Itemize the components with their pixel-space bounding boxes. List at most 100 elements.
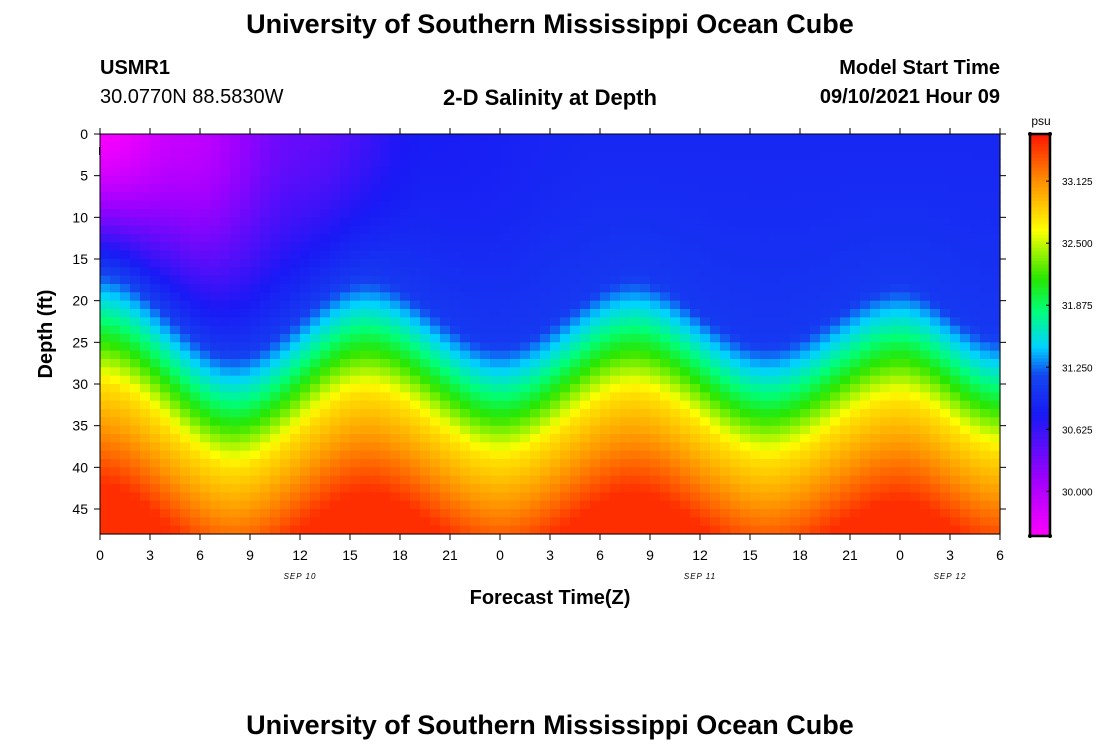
heatmap-cell (130, 167, 141, 177)
heatmap-cell (880, 134, 891, 143)
heatmap-cell (720, 192, 731, 202)
heatmap-cell (150, 517, 161, 527)
heatmap-cell (730, 217, 741, 227)
heatmap-cell (140, 525, 151, 535)
heatmap-cell (350, 150, 361, 160)
heatmap-cell (560, 409, 571, 418)
heatmap-cell (460, 142, 471, 152)
heatmap-cell (420, 242, 431, 252)
colorbar-cell (1030, 445, 1050, 450)
heatmap-cell (870, 234, 881, 243)
heatmap-cell (450, 209, 461, 218)
heatmap-cell (900, 142, 911, 152)
heatmap-cell (250, 242, 261, 252)
heatmap-cell (790, 309, 801, 318)
heatmap-cell (470, 484, 481, 493)
heatmap-cell (180, 317, 191, 327)
heatmap-cell (810, 159, 821, 168)
heatmap-cell (120, 159, 131, 168)
heatmap-cell (830, 492, 841, 502)
heatmap-cell (320, 334, 331, 343)
heatmap-cell (520, 334, 531, 343)
heatmap-cell (720, 284, 731, 293)
heatmap-cell (530, 184, 541, 193)
heatmap-cell (480, 225, 491, 235)
heatmap-cell (180, 192, 191, 202)
heatmap-cell (540, 142, 551, 152)
heatmap-cell (540, 350, 551, 360)
heatmap-cell (720, 450, 731, 460)
heatmap-cell (180, 292, 191, 302)
heatmap-cell (460, 409, 471, 418)
heatmap-cell (690, 509, 701, 518)
heatmap-cell (370, 384, 381, 393)
heatmap-cell (580, 200, 591, 210)
heatmap-cell (650, 442, 661, 452)
heatmap-cell (860, 467, 871, 477)
heatmap-cell (280, 359, 291, 368)
heatmap-cell (310, 317, 321, 327)
heatmap-cell (820, 209, 831, 218)
heatmap-cell (410, 284, 421, 293)
heatmap-cell (590, 484, 601, 493)
y-axis-label: Depth (ft) (35, 290, 57, 379)
heatmap-cell (300, 134, 311, 143)
heatmap-cell (820, 167, 831, 177)
date-label: SEP 12 (934, 572, 967, 581)
heatmap-cell (100, 192, 111, 202)
heatmap-cell (550, 167, 561, 177)
heatmap-cell (160, 350, 171, 360)
y-tick-label: 40 (72, 459, 88, 475)
heatmap-cell (770, 142, 781, 152)
heatmap-cell (740, 459, 751, 468)
heatmap-cell (100, 359, 111, 368)
heatmap-cell (940, 184, 951, 193)
heatmap-cell (330, 217, 341, 227)
heatmap-cell (470, 434, 481, 443)
heatmap-cell (830, 267, 841, 277)
heatmap-cell (510, 284, 521, 293)
heatmap-cell (690, 309, 701, 318)
heatmap-cell (440, 392, 451, 402)
heatmap-cell (890, 342, 901, 352)
heatmap-cell (910, 284, 921, 293)
heatmap-cell (590, 400, 601, 410)
heatmap-cell (300, 325, 311, 335)
heatmap-cell (290, 192, 301, 202)
heatmap-cell (310, 442, 321, 452)
y-tick-label: 0 (80, 126, 88, 142)
heatmap-cell (420, 325, 431, 335)
heatmap-cell (450, 184, 461, 193)
heatmap-cell (890, 434, 901, 443)
heatmap-cell (960, 234, 971, 243)
heatmap-cell (790, 450, 801, 460)
colorbar-cell (1030, 197, 1050, 202)
heatmap-cell (600, 425, 611, 435)
heatmap-cell (960, 525, 971, 535)
heatmap-cell (990, 209, 1001, 218)
heatmap-cell (310, 367, 321, 377)
heatmap-cell (570, 217, 581, 227)
heatmap-cell (640, 375, 651, 385)
heatmap-cell (420, 300, 431, 310)
heatmap-cell (310, 325, 321, 335)
heatmap-cell (180, 392, 191, 402)
heatmap-cell (730, 484, 741, 493)
heatmap-cell (790, 417, 801, 427)
heatmap-cell (680, 334, 691, 343)
colorbar-cell (1030, 221, 1050, 226)
heatmap-cell (770, 217, 781, 227)
heatmap-cell (340, 442, 351, 452)
heatmap-cell (810, 209, 821, 218)
heatmap-cell (720, 159, 731, 168)
heatmap-cell (140, 267, 151, 277)
heatmap-cell (450, 325, 461, 335)
heatmap-cell (450, 300, 461, 310)
heatmap-cell (660, 150, 671, 160)
heatmap-cell (500, 500, 511, 510)
heatmap-cell (670, 342, 681, 352)
heatmap-cell (860, 267, 871, 277)
heatmap-cell (510, 175, 521, 185)
heatmap-cell (470, 509, 481, 518)
heatmap-cell (160, 450, 171, 460)
